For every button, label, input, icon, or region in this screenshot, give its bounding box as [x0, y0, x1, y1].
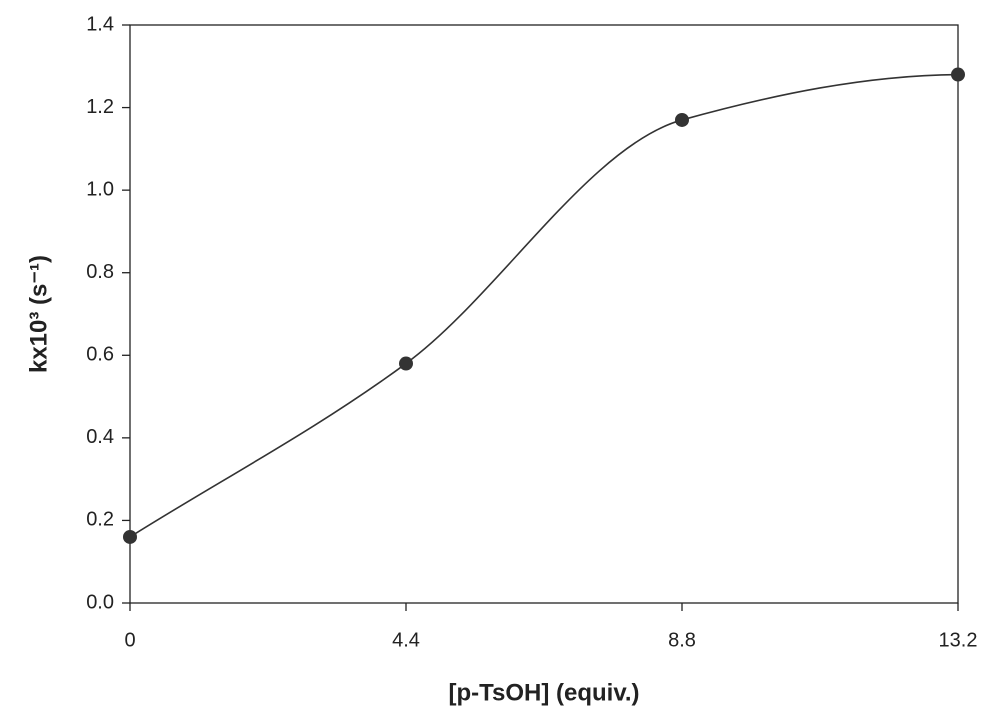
y-tick-label: 0.0: [86, 591, 114, 613]
y-tick-label: 0.6: [86, 344, 114, 366]
y-axis-title: kx10³ (s⁻¹): [25, 255, 52, 373]
fit-curve: [130, 75, 958, 537]
data-point: [123, 530, 137, 544]
data-point: [951, 68, 965, 82]
plot-frame: [130, 25, 958, 603]
x-tick-label: 0: [124, 629, 135, 651]
x-axis-title: [p-TsOH] (equiv.): [448, 679, 639, 706]
y-tick-label: 0.2: [86, 509, 114, 531]
chart: [p-TsOH] (equiv.) kx10³ (s⁻¹) 0.0 0.2 0.4 0…: [0, 0, 992, 714]
y-tick-label: 1.0: [86, 178, 114, 200]
y-tick-label: 1.2: [86, 96, 114, 118]
data-point: [399, 357, 413, 371]
x-tick-label: 13.2: [939, 629, 978, 651]
x-tick-label: 8.8: [668, 629, 696, 651]
y-tick-label: 0.8: [86, 261, 114, 283]
x-tick-label: 4.4: [392, 629, 420, 651]
y-tick-label: 1.4: [86, 13, 114, 35]
data-point: [675, 113, 689, 127]
y-tick-label: 0.4: [86, 426, 114, 448]
